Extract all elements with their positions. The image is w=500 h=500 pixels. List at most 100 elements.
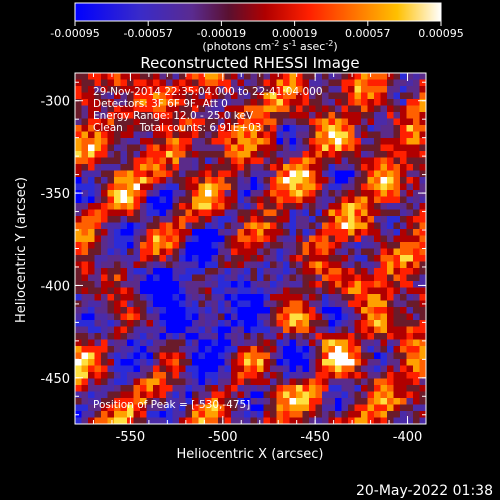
heatmap-cell	[400, 203, 408, 211]
heatmap-cell	[172, 404, 180, 412]
heatmap-cell	[393, 339, 401, 347]
heatmap-cell	[172, 339, 180, 347]
heatmap-cell	[192, 99, 200, 107]
heatmap-cell	[172, 209, 180, 217]
heatmap-cell	[289, 242, 297, 250]
heatmap-cell	[283, 92, 291, 100]
heatmap-cell	[179, 73, 187, 81]
heatmap-cell	[406, 333, 414, 341]
heatmap-cell	[224, 404, 232, 412]
heatmap-cell	[81, 248, 89, 256]
heatmap-cell	[354, 274, 362, 282]
heatmap-cell	[406, 222, 414, 230]
heatmap-cell	[302, 138, 310, 146]
heatmap-cell	[192, 183, 200, 191]
heatmap-cell	[192, 112, 200, 120]
heatmap-cell	[127, 157, 135, 165]
heatmap-cell	[315, 313, 323, 321]
heatmap-cell	[198, 365, 206, 373]
heatmap-cell	[374, 417, 382, 424]
heatmap-cell	[75, 398, 83, 406]
heatmap-cell	[309, 411, 317, 419]
heatmap-cell	[133, 404, 141, 412]
heatmap-cell	[419, 229, 426, 237]
heatmap-cell	[107, 157, 115, 165]
heatmap-cell	[231, 333, 239, 341]
heatmap-cell	[322, 248, 330, 256]
heatmap-cell	[120, 307, 128, 315]
heatmap-cell	[211, 287, 219, 295]
heatmap-cell	[348, 138, 356, 146]
heatmap-cell	[341, 229, 349, 237]
heatmap-cell	[367, 92, 375, 100]
heatmap-cell	[419, 216, 426, 224]
y-tick-label: -350	[40, 187, 70, 202]
heatmap-cell	[309, 352, 317, 360]
heatmap-cell	[218, 144, 226, 152]
heatmap-cell	[140, 398, 148, 406]
heatmap-cell	[341, 287, 349, 295]
heatmap-cell	[348, 268, 356, 276]
heatmap-cell	[198, 222, 206, 230]
heatmap-cell	[250, 118, 258, 126]
heatmap-cell	[224, 417, 232, 424]
heatmap-cell	[81, 112, 89, 120]
heatmap-cell	[127, 372, 135, 380]
heatmap-cell	[179, 164, 187, 172]
heatmap-cell	[159, 144, 167, 152]
heatmap-cell	[283, 268, 291, 276]
heatmap-cell	[335, 177, 343, 185]
heatmap-cell	[348, 118, 356, 126]
heatmap-cell	[159, 287, 167, 295]
heatmap-cell	[302, 287, 310, 295]
heatmap-cell	[250, 346, 258, 354]
heatmap-cell	[419, 144, 426, 152]
heatmap-cell	[244, 339, 252, 347]
heatmap-cell	[88, 339, 96, 347]
heatmap-cell	[400, 79, 408, 87]
heatmap-cell	[120, 313, 128, 321]
heatmap-cell	[302, 255, 310, 263]
heatmap-cell	[296, 105, 304, 113]
heatmap-cell	[75, 242, 83, 250]
heatmap-cell	[315, 352, 323, 360]
heatmap-cell	[218, 229, 226, 237]
heatmap-cell	[361, 190, 369, 198]
heatmap-cell	[315, 391, 323, 399]
heatmap-cell	[263, 281, 271, 289]
heatmap-cell	[140, 170, 148, 178]
heatmap-cell	[218, 287, 226, 295]
heatmap-cell	[146, 417, 154, 424]
heatmap-cell	[81, 359, 89, 367]
heatmap-cell	[224, 281, 232, 289]
heatmap-cell	[257, 203, 265, 211]
heatmap-cell	[250, 99, 258, 107]
heatmap-cell	[75, 346, 83, 354]
heatmap-cell	[244, 177, 252, 185]
heatmap-cell	[387, 359, 395, 367]
heatmap-cell	[120, 339, 128, 347]
heatmap-cell	[361, 391, 369, 399]
heatmap-cell	[101, 151, 109, 159]
heatmap-cell	[224, 352, 232, 360]
heatmap-cell	[192, 92, 200, 100]
heatmap-cell	[328, 261, 336, 269]
heatmap-cell	[263, 190, 271, 198]
heatmap-cell	[75, 73, 83, 81]
heatmap-cell	[140, 294, 148, 302]
heatmap-cell	[348, 125, 356, 133]
heatmap-cell	[263, 151, 271, 159]
heatmap-cell	[419, 86, 426, 94]
heatmap-cell	[94, 378, 102, 386]
heatmap-cell	[231, 294, 239, 302]
heatmap-cell	[127, 274, 135, 282]
heatmap-cell	[107, 320, 115, 328]
heatmap-cell	[400, 216, 408, 224]
heatmap-cell	[257, 190, 265, 198]
heatmap-cell	[185, 391, 193, 399]
heatmap-cell	[283, 294, 291, 302]
heatmap-cell	[81, 222, 89, 230]
heatmap-cell	[387, 307, 395, 315]
heatmap-cell	[179, 183, 187, 191]
heatmap-cell	[133, 144, 141, 152]
